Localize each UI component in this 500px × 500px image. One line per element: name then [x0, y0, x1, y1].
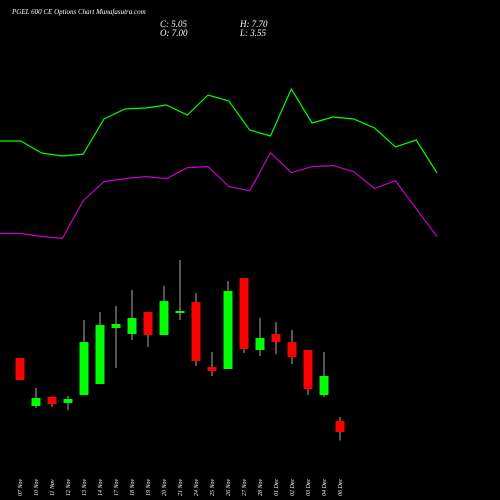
- candle-body: [271, 333, 281, 342]
- x-tick-label: 24 Nov: [193, 478, 200, 496]
- x-tick-label: 19 Nov: [146, 478, 152, 496]
- header-low: L: 3.55: [239, 28, 267, 38]
- candle-body: [15, 357, 25, 380]
- x-tick-label: 28 Nov: [258, 478, 264, 496]
- candle-body: [191, 301, 201, 361]
- x-tick-label: 10 Nov: [34, 478, 40, 496]
- candle-body: [303, 349, 313, 390]
- candle-body: [95, 325, 105, 384]
- x-tick-label: 12 Nov: [66, 478, 72, 496]
- candle-body: [111, 323, 121, 328]
- candle-body: [335, 420, 345, 432]
- header-high: H: 7.70: [239, 19, 268, 29]
- header-close: C: 5.05: [160, 19, 188, 29]
- x-tick-label: 11 Nov: [50, 479, 56, 496]
- x-tick-label: 27 Nov: [242, 478, 248, 496]
- candle-body: [239, 278, 249, 349]
- x-tick-label: 01 Dec: [274, 479, 280, 496]
- candle-body: [143, 311, 153, 335]
- chart-title: PGEL 600 CE Options Chart Munafasutra.co…: [11, 8, 146, 16]
- x-tick-label: 18 Nov: [130, 478, 136, 496]
- candle-body: [31, 397, 41, 406]
- candle-body: [63, 398, 73, 404]
- x-tick-label: 14 Nov: [97, 478, 104, 496]
- x-tick-label: 03 Dec: [306, 479, 312, 496]
- candle-body: [287, 341, 297, 357]
- candle-body: [175, 311, 185, 313]
- x-tick-label: 04 Dec: [321, 479, 328, 496]
- x-tick-label: 13 Nov: [82, 478, 88, 496]
- x-tick-label: 25 Nov: [210, 478, 216, 496]
- candle-body: [255, 337, 265, 350]
- indicator-line: [0, 87, 438, 174]
- x-tick-label: 20 Nov: [162, 478, 168, 496]
- x-tick-label: 07 Nov: [18, 478, 24, 496]
- candle-body: [47, 396, 57, 405]
- x-tick-label: 26 Nov: [226, 478, 232, 496]
- x-tick-label: 06 Dec: [338, 479, 344, 496]
- candle-body: [207, 367, 217, 371]
- candle-body: [79, 341, 89, 395]
- candle-body: [159, 300, 169, 335]
- x-tick-label: 17 Nov: [114, 478, 120, 496]
- candle-body: [223, 290, 233, 369]
- candle-body: [127, 318, 137, 334]
- x-tick-label: 02 Dec: [290, 479, 296, 496]
- indicator-line: [0, 151, 438, 240]
- x-tick-label: 21 Nov: [178, 478, 184, 496]
- candle-body: [319, 375, 329, 395]
- header-open: O: 7.00: [160, 28, 188, 38]
